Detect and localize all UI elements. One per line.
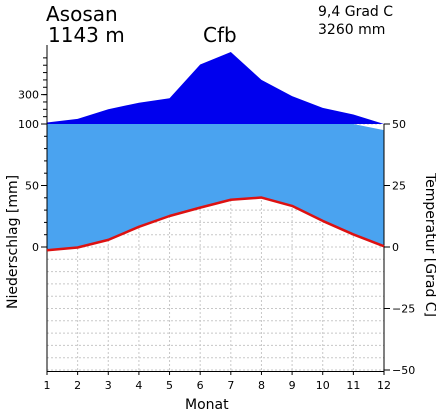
climate-classification: Cfb bbox=[203, 23, 237, 47]
y-tick-label-precipitation: 50 bbox=[25, 180, 39, 193]
y-tick-label-precipitation: 0 bbox=[32, 241, 39, 254]
x-tick-label-month: 3 bbox=[105, 379, 112, 392]
x-tick-label-month: 8 bbox=[258, 379, 265, 392]
y-tick-label-temperature: −25 bbox=[392, 303, 415, 316]
x-tick-label-month: 11 bbox=[346, 379, 360, 392]
y-tick-label-precipitation: 300 bbox=[18, 89, 39, 102]
x-tick-label-month: 9 bbox=[289, 379, 296, 392]
humid-area bbox=[47, 124, 384, 251]
x-tick-label-month: 1 bbox=[44, 379, 51, 392]
y-tick-label-temperature: 25 bbox=[392, 180, 406, 193]
y-tick-label-temperature: 50 bbox=[392, 118, 406, 131]
x-tick-label-month: 6 bbox=[197, 379, 204, 392]
y-tick-label-temperature: −50 bbox=[392, 364, 415, 377]
y-tick-label-temperature: 0 bbox=[392, 241, 399, 254]
x-tick-label-month: 5 bbox=[166, 379, 173, 392]
axes bbox=[41, 45, 390, 375]
y-axis-title-temperature: Temperatur [Grad C] bbox=[422, 172, 436, 318]
annual-precipitation: 3260 mm bbox=[318, 22, 386, 38]
x-axis-title: Monat bbox=[185, 397, 229, 413]
temperature-layer bbox=[46, 196, 385, 252]
y-axis-title-precipitation: Niederschlag [mm] bbox=[5, 174, 21, 309]
annual-mean-temperature: 9,4 Grad C bbox=[318, 4, 394, 20]
x-tick-label-month: 4 bbox=[135, 379, 142, 392]
humid-area-layer bbox=[47, 124, 384, 251]
station-altitude: 1143 m bbox=[48, 23, 125, 47]
x-tick-label-month: 2 bbox=[74, 379, 81, 392]
temperature-line bbox=[46, 196, 385, 252]
x-tick-label-month: 12 bbox=[377, 379, 391, 392]
y-tick-label-precipitation: 100 bbox=[18, 118, 39, 131]
precipitation-excess-layer bbox=[47, 52, 384, 124]
x-tick-label-month: 10 bbox=[316, 379, 330, 392]
precipitation-excess-area bbox=[47, 52, 384, 124]
x-tick-label-month: 7 bbox=[227, 379, 234, 392]
station-name: Asosan bbox=[46, 2, 118, 26]
